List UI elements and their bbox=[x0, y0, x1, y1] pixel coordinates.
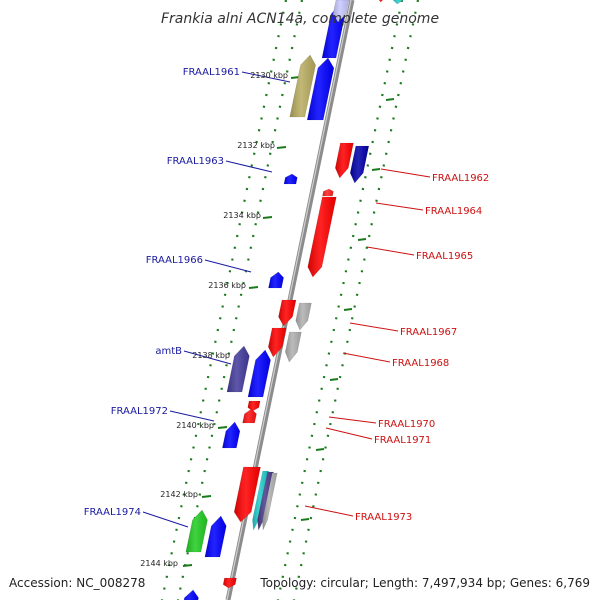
gene-label-fraal1963[interactable]: FRAAL1963 bbox=[167, 156, 224, 167]
gene-block-shade bbox=[307, 197, 337, 277]
topology-text: Topology: circular; Length: 7,497,934 bp… bbox=[260, 576, 590, 590]
gene-block-shade bbox=[234, 467, 261, 522]
leader-line bbox=[183, 350, 232, 365]
gene-block-shade bbox=[222, 422, 240, 448]
gene-label-fraal1972[interactable]: FRAAL1972 bbox=[111, 406, 168, 417]
genome-title: Frankia alni ACN14a, complete genome bbox=[161, 11, 439, 27]
kbp-tick bbox=[315, 448, 325, 451]
gene-block-shade bbox=[268, 328, 287, 357]
leader-line bbox=[328, 416, 377, 424]
kbp-label: 2140 kbp bbox=[176, 421, 214, 430]
leader-line bbox=[304, 505, 354, 517]
leader-line bbox=[380, 168, 431, 178]
kbp-tick bbox=[385, 98, 395, 101]
kbp-labels: 2130 kbp 2132 kbp 2134 kbp 2136 kbp 2138… bbox=[140, 71, 288, 568]
gene-block-shade bbox=[285, 332, 302, 362]
kbp-tick bbox=[248, 286, 259, 289]
gene-label-fraal1966[interactable]: FRAAL1966 bbox=[146, 255, 203, 266]
gene-label-fraal1970[interactable]: FRAAL1970 bbox=[378, 419, 435, 430]
leader-line bbox=[375, 202, 424, 211]
genes bbox=[183, 0, 404, 600]
leader-line bbox=[342, 352, 391, 363]
left-gene-labels: FRAAL1961 FRAAL1963 FRAAL1966 amtB FRAAL… bbox=[84, 67, 240, 518]
accession-text: Accession: NC_008278 bbox=[9, 576, 146, 590]
gene-block-shade bbox=[335, 143, 354, 178]
gene-label-fraal1968[interactable]: FRAAL1968 bbox=[392, 358, 449, 369]
leader-line bbox=[325, 427, 373, 440]
kbp-tick bbox=[371, 168, 381, 171]
gene-block-shade bbox=[322, 189, 334, 196]
gene-block-shade bbox=[227, 346, 250, 392]
gene-label-fraal1965[interactable]: FRAAL1965 bbox=[416, 251, 473, 262]
kbp-label: 2138 kbp bbox=[192, 351, 230, 360]
gene-block-shade bbox=[350, 146, 369, 183]
kbp-label: 2134 kbp bbox=[223, 211, 261, 220]
kbp-tick bbox=[182, 564, 193, 567]
kbp-label: 2130 kbp bbox=[250, 71, 288, 80]
leader-line bbox=[142, 511, 189, 528]
tick-marks bbox=[182, 76, 395, 567]
gene-label-fraal1971[interactable]: FRAAL1971 bbox=[374, 435, 431, 446]
kbp-tick bbox=[217, 426, 228, 429]
leader-line bbox=[169, 410, 215, 422]
gene-block-shade bbox=[268, 272, 284, 288]
gene-block-shade bbox=[295, 303, 312, 330]
gene-label-fraal1967[interactable]: FRAAL1967 bbox=[400, 327, 457, 338]
gene-block-shade bbox=[184, 590, 199, 600]
kbp-tick bbox=[300, 518, 310, 521]
gene-block-shade bbox=[284, 174, 298, 184]
kbp-tick bbox=[262, 216, 273, 219]
gene-label-fraal1973[interactable]: FRAAL1973 bbox=[355, 512, 412, 523]
dotted-guide-line bbox=[292, 0, 420, 600]
gene-label-amtb[interactable]: amtB bbox=[155, 346, 182, 357]
gene-label-fraal1974[interactable]: FRAAL1974 bbox=[84, 507, 141, 518]
leader-line bbox=[366, 246, 415, 256]
gene-label-fraal1964[interactable]: FRAAL1964 bbox=[425, 206, 482, 217]
kbp-tick bbox=[329, 378, 339, 381]
leader-line bbox=[241, 71, 291, 83]
kbp-label: 2136 kbp bbox=[208, 281, 246, 290]
gene-block-shade bbox=[379, 0, 383, 2]
leader-line bbox=[225, 160, 273, 173]
gene-block-shade bbox=[278, 300, 296, 326]
gene-block-shade bbox=[204, 516, 227, 557]
gene-block-shade bbox=[223, 578, 237, 588]
gene-block-shade bbox=[289, 55, 316, 117]
kbp-tick bbox=[357, 238, 367, 241]
kbp-label: 2144 kbp bbox=[140, 559, 178, 568]
kbp-tick bbox=[343, 308, 353, 311]
gene-block-shade bbox=[242, 409, 257, 423]
kbp-tick bbox=[276, 146, 287, 149]
gene-block-shade bbox=[307, 58, 334, 120]
right-gene-labels: FRAAL1962 FRAAL1964 FRAAL1965 FRAAL1967 … bbox=[355, 173, 489, 523]
leader-line bbox=[204, 259, 252, 273]
kbp-tick bbox=[201, 495, 212, 498]
gene-label-fraal1962[interactable]: FRAAL1962 bbox=[432, 173, 489, 184]
gene-block-shade bbox=[248, 350, 271, 397]
kbp-label: 2142 kbp bbox=[160, 490, 198, 499]
gene-block-shade bbox=[333, 0, 349, 22]
leader-lines bbox=[142, 71, 431, 528]
gene-block-shade bbox=[262, 473, 278, 530]
gene-block-shade bbox=[393, 0, 403, 4]
gene-block-shade bbox=[185, 510, 208, 552]
gene-block-shade bbox=[247, 401, 261, 411]
leader-line bbox=[349, 322, 399, 332]
kbp-label: 2132 kbp bbox=[237, 141, 275, 150]
gene-label-fraal1961[interactable]: FRAAL1961 bbox=[183, 67, 240, 78]
